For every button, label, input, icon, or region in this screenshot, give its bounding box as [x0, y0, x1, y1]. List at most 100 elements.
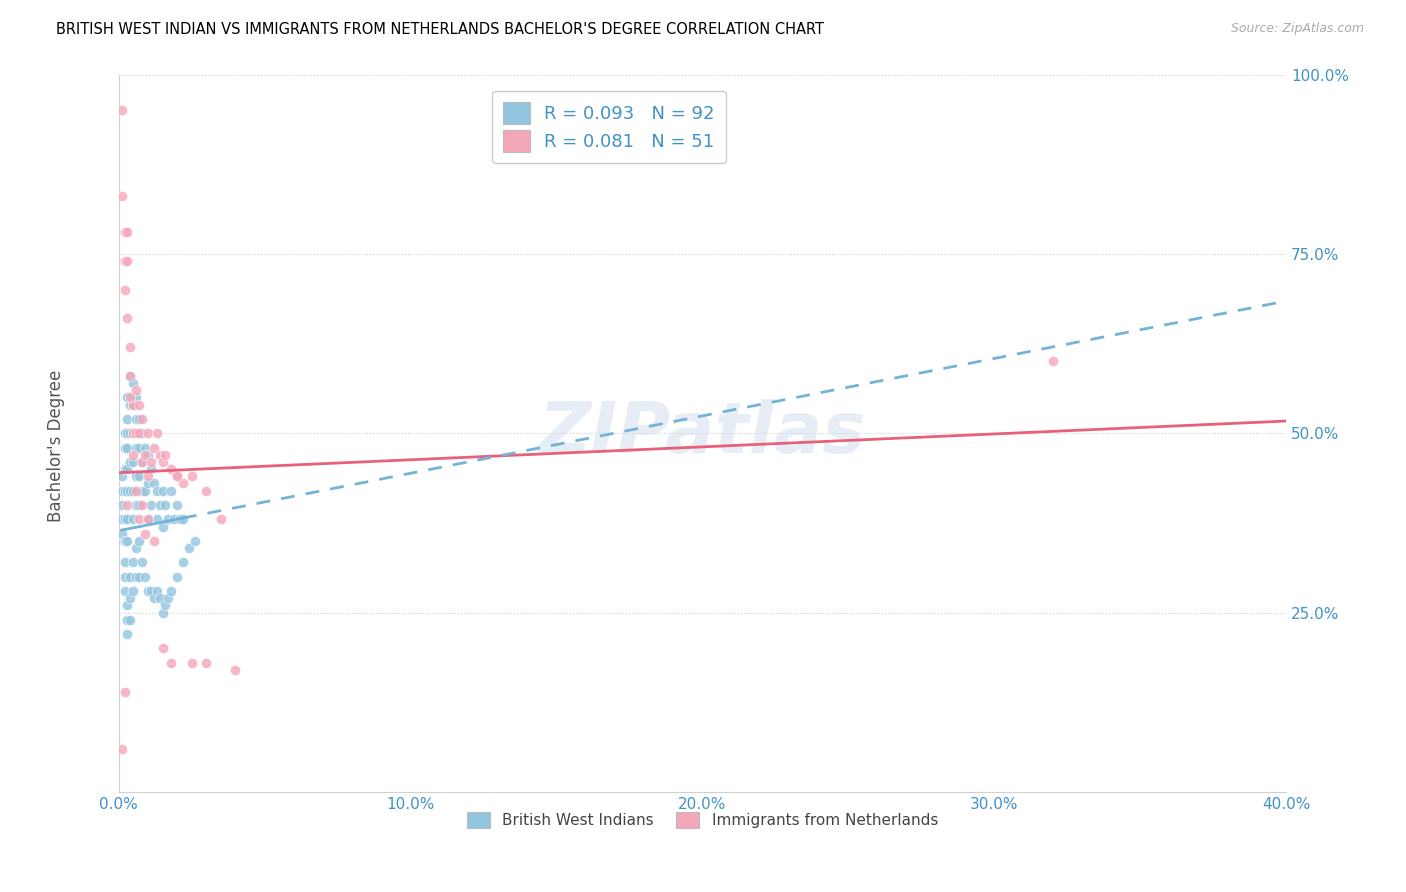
- Point: [134, 441, 156, 455]
- Point: [134, 448, 156, 462]
- Point: [128, 498, 150, 512]
- Point: [120, 591, 142, 606]
- Point: [117, 311, 139, 326]
- Text: Source: ZipAtlas.com: Source: ZipAtlas.com: [1230, 22, 1364, 36]
- Point: [131, 483, 153, 498]
- Point: [172, 476, 194, 491]
- Point: [117, 627, 139, 641]
- Point: [149, 498, 172, 512]
- Point: [166, 469, 188, 483]
- Point: [142, 591, 165, 606]
- Point: [180, 656, 202, 670]
- Point: [152, 483, 174, 498]
- Point: [117, 390, 139, 404]
- Text: Bachelor's Degree: Bachelor's Degree: [48, 370, 65, 522]
- Point: [172, 512, 194, 526]
- Point: [145, 426, 167, 441]
- Point: [122, 555, 145, 569]
- Point: [114, 426, 136, 441]
- Point: [180, 469, 202, 483]
- Point: [131, 455, 153, 469]
- Point: [114, 570, 136, 584]
- Point: [128, 533, 150, 548]
- Point: [117, 483, 139, 498]
- Point: [142, 441, 165, 455]
- Point: [111, 469, 134, 483]
- Point: [117, 426, 139, 441]
- Point: [172, 555, 194, 569]
- Point: [131, 426, 153, 441]
- Point: [131, 455, 153, 469]
- Point: [131, 412, 153, 426]
- Point: [139, 462, 162, 476]
- Point: [169, 512, 191, 526]
- Point: [122, 398, 145, 412]
- Point: [125, 412, 148, 426]
- Point: [152, 519, 174, 533]
- Point: [125, 541, 148, 555]
- Point: [114, 283, 136, 297]
- Point: [125, 469, 148, 483]
- Point: [128, 441, 150, 455]
- Point: [122, 455, 145, 469]
- Point: [136, 476, 159, 491]
- Point: [152, 606, 174, 620]
- Point: [120, 368, 142, 383]
- Point: [131, 555, 153, 569]
- Point: [122, 398, 145, 412]
- Point: [114, 462, 136, 476]
- Point: [136, 584, 159, 599]
- Point: [117, 441, 139, 455]
- Point: [136, 512, 159, 526]
- Point: [145, 584, 167, 599]
- Point: [122, 426, 145, 441]
- Point: [114, 512, 136, 526]
- Point: [111, 526, 134, 541]
- Point: [224, 663, 246, 677]
- Point: [166, 498, 188, 512]
- Point: [142, 533, 165, 548]
- Point: [117, 512, 139, 526]
- Point: [160, 584, 183, 599]
- Point: [136, 512, 159, 526]
- Text: ZIPatlas: ZIPatlas: [538, 399, 866, 467]
- Point: [120, 455, 142, 469]
- Point: [125, 570, 148, 584]
- Point: [125, 383, 148, 397]
- Point: [117, 254, 139, 268]
- Point: [111, 498, 134, 512]
- Point: [134, 483, 156, 498]
- Point: [177, 541, 200, 555]
- Point: [195, 656, 218, 670]
- Point: [209, 512, 232, 526]
- Point: [155, 448, 177, 462]
- Point: [145, 483, 167, 498]
- Point: [166, 469, 188, 483]
- Point: [111, 483, 134, 498]
- Point: [152, 641, 174, 656]
- Text: BRITISH WEST INDIAN VS IMMIGRANTS FROM NETHERLANDS BACHELOR'S DEGREE CORRELATION: BRITISH WEST INDIAN VS IMMIGRANTS FROM N…: [56, 22, 824, 37]
- Point: [128, 570, 150, 584]
- Point: [128, 426, 150, 441]
- Point: [117, 533, 139, 548]
- Point: [117, 613, 139, 627]
- Point: [131, 498, 153, 512]
- Point: [122, 483, 145, 498]
- Point: [134, 570, 156, 584]
- Point: [117, 599, 139, 613]
- Point: [111, 103, 134, 118]
- Point: [125, 498, 148, 512]
- Point: [122, 376, 145, 390]
- Point: [149, 448, 172, 462]
- Point: [145, 512, 167, 526]
- Point: [114, 584, 136, 599]
- Point: [114, 441, 136, 455]
- Legend: British West Indians, Immigrants from Netherlands: British West Indians, Immigrants from Ne…: [461, 806, 943, 835]
- Point: [111, 189, 134, 203]
- Point: [1042, 354, 1064, 368]
- Point: [160, 462, 183, 476]
- Point: [120, 340, 142, 354]
- Point: [114, 555, 136, 569]
- Point: [122, 584, 145, 599]
- Point: [117, 225, 139, 239]
